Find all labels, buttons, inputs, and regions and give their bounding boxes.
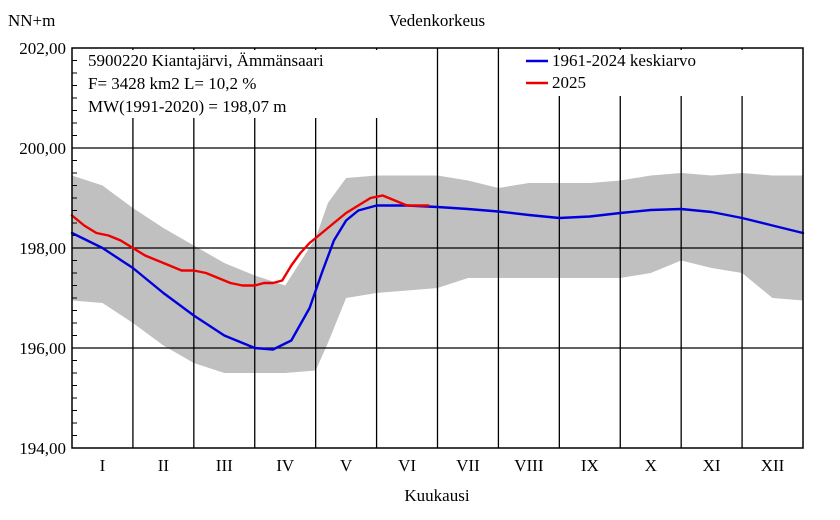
legend-background [518,50,768,96]
x-tick-label: I [100,456,106,475]
x-tick-label: II [158,456,170,475]
y-tick-label: 196,00 [19,339,66,358]
x-tick-label: V [340,456,353,475]
plot-frame [71,47,804,449]
x-tick-label: XII [761,456,785,475]
y-tick-label: 198,00 [19,239,66,258]
x-tick-label: IX [581,456,599,475]
chart-title: Vedenkorkeus [389,11,485,30]
x-tick-label: VIII [514,456,544,475]
x-tick-label: X [645,456,657,475]
info-line-station: 5900220 Kiantajärvi, Ämmänsaari [88,51,324,70]
x-tick-label: IV [276,456,295,475]
x-tick-label: III [216,456,233,475]
info-line-area: F= 3428 km2 L= 10,2 % [88,74,256,93]
series-lines [70,194,805,351]
info-box-background [80,50,380,118]
y-tick-label: 202,00 [19,39,66,58]
info-line-mean: MW(1991-2020) = 198,07 m [88,97,286,116]
y-axis-label: NN+m [8,11,55,30]
series-line-2025 [70,194,430,287]
x-tick-labels: I II III IV V VI VII VIII IX X XI XII [100,456,785,475]
x-tick-label: XI [703,456,721,475]
x-tick-label: VII [456,456,480,475]
legend-label-mean: 1961-2024 keskiarvo [552,51,696,70]
x-axis-label: Kuukausi [404,486,469,505]
legend-label-2025: 2025 [552,73,586,92]
series-line-mean [70,204,805,351]
y-tick-label: 200,00 [19,139,66,158]
legend: 1961-2024 keskiarvo 2025 [518,50,768,96]
y-tick-labels: 194,00 196,00 198,00 200,00 202,00 [19,39,66,458]
info-box: 5900220 Kiantajärvi, Ämmänsaari F= 3428 … [80,50,380,118]
y-tick-label: 194,00 [19,439,66,458]
x-tick-label: VI [398,456,416,475]
